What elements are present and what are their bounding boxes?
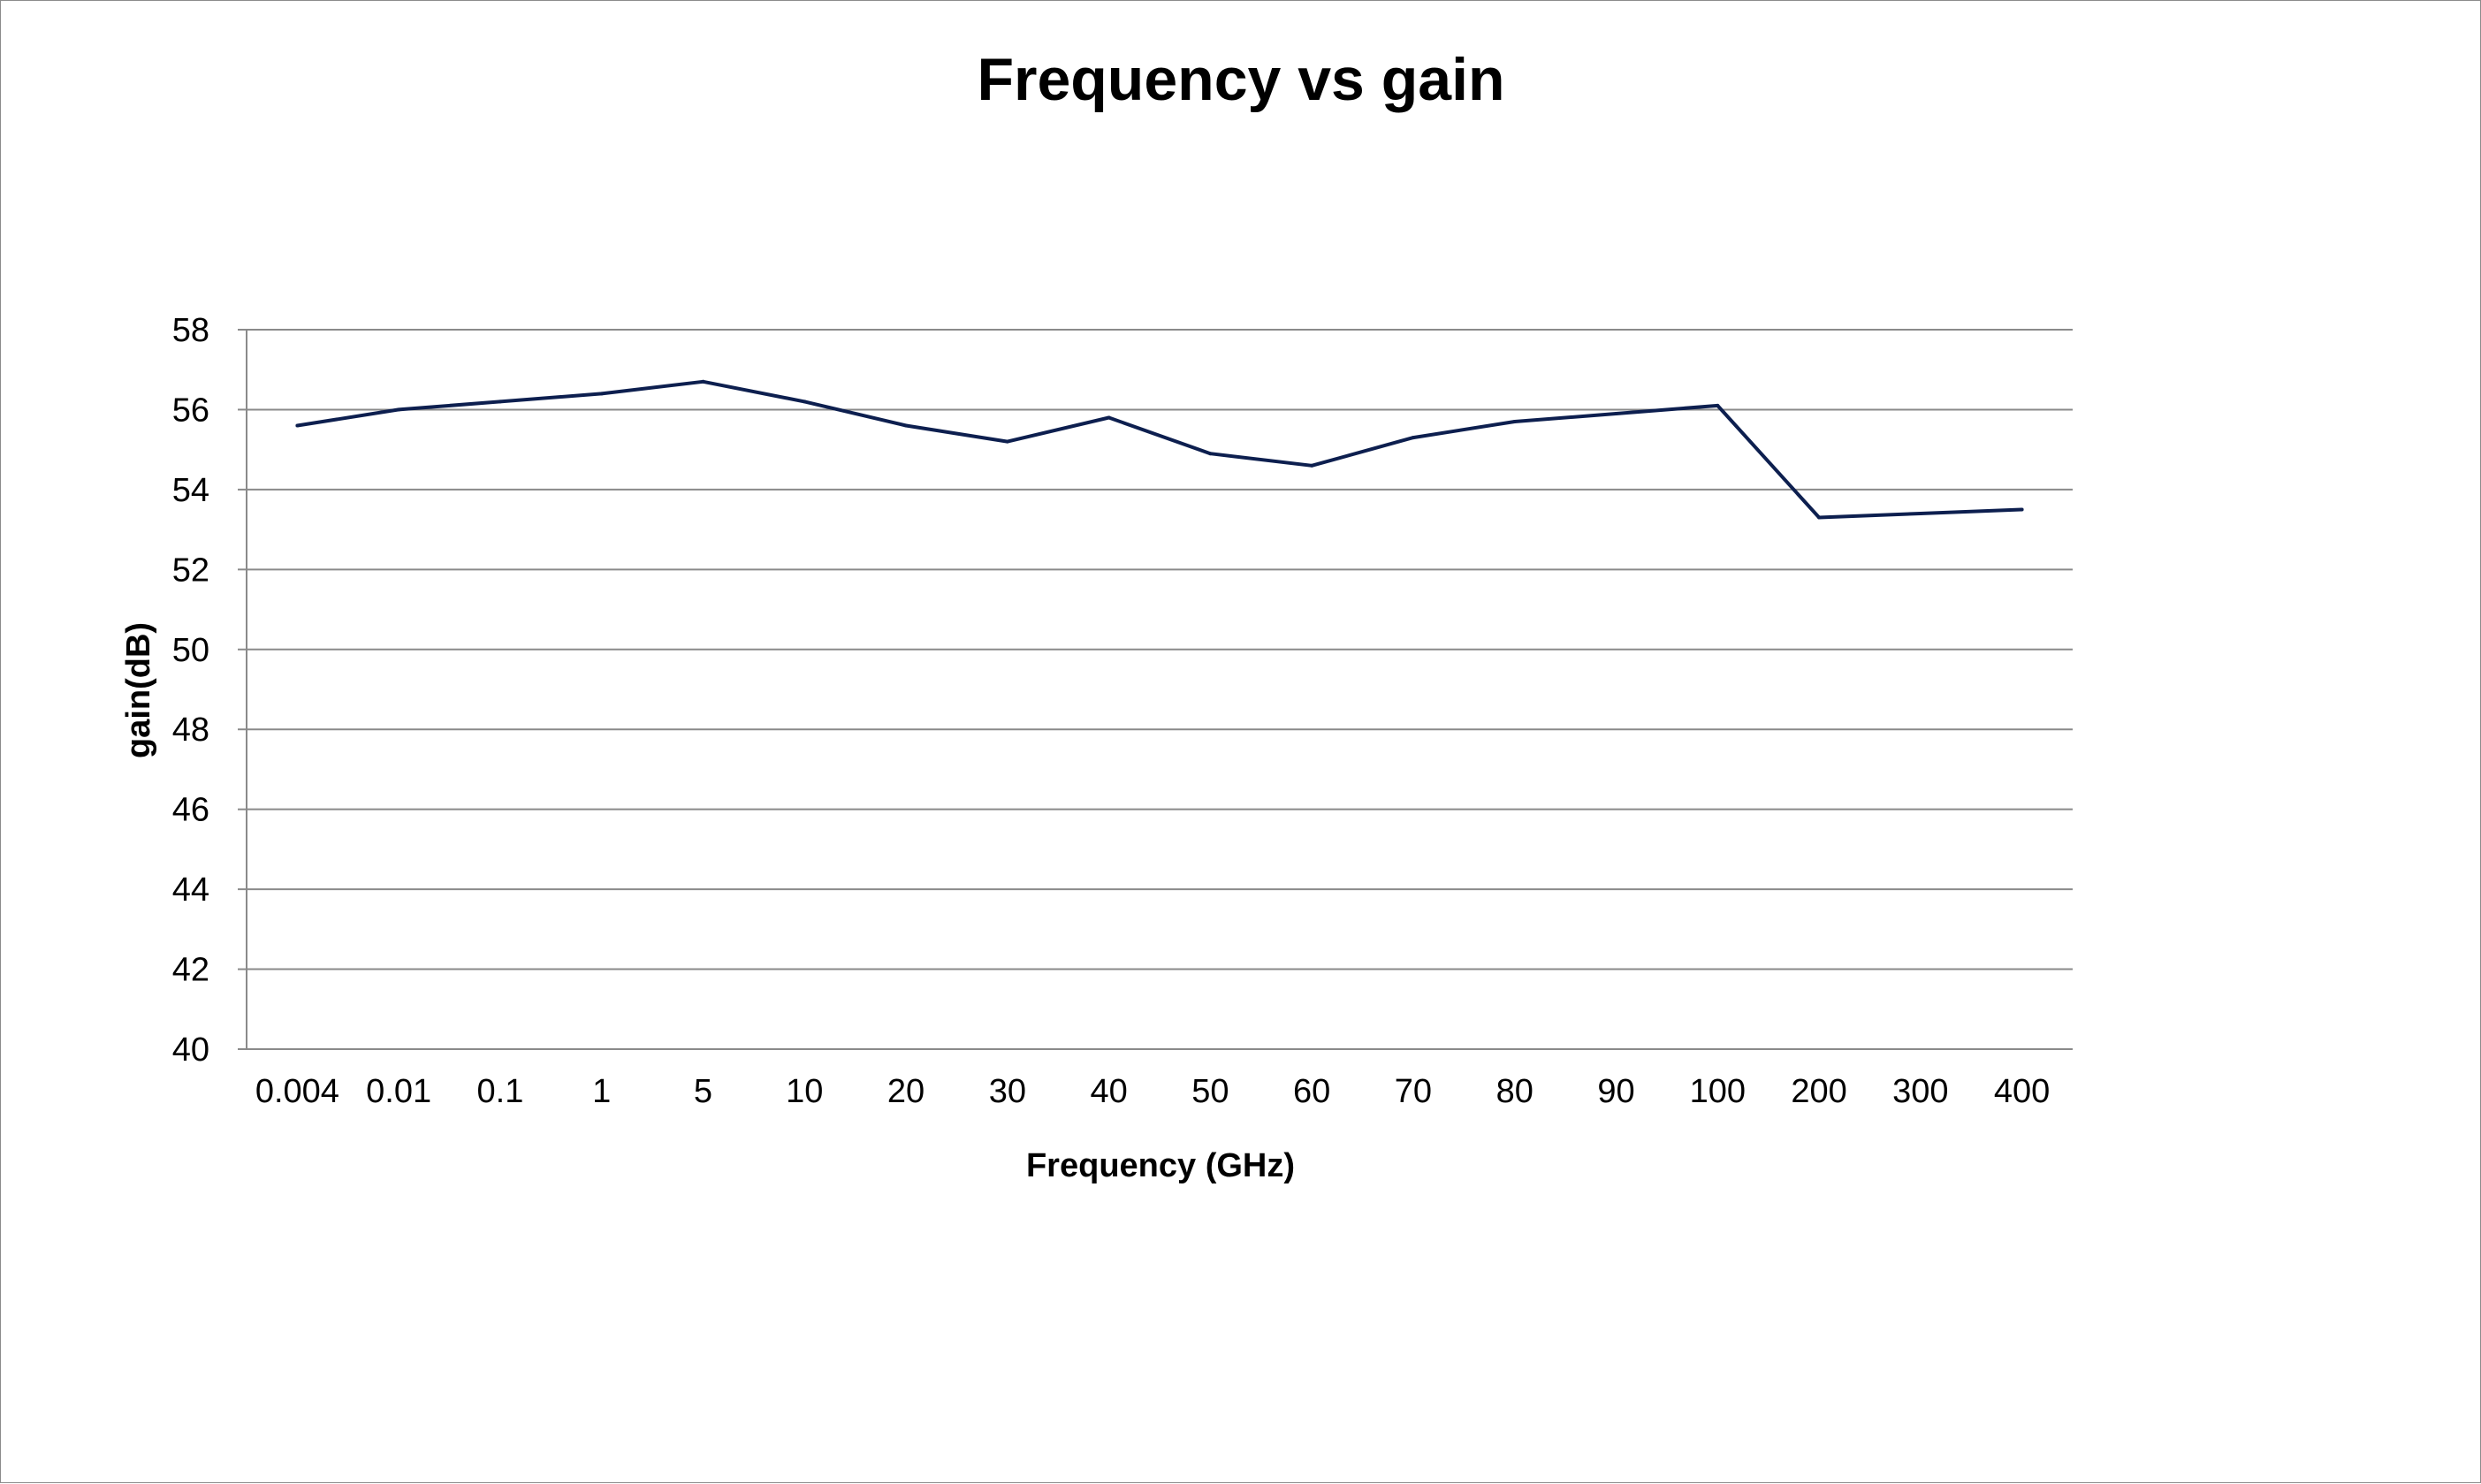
data-point [1918, 512, 1922, 516]
x-tick-label: 50 [1191, 1073, 1229, 1110]
data-point [1107, 415, 1111, 420]
y-tick-label: 52 [172, 552, 209, 589]
data-point [1716, 403, 1720, 407]
x-tick-label: 200 [1791, 1073, 1846, 1110]
y-tick-label: 44 [172, 871, 209, 909]
x-tick-label: 0.1 [477, 1073, 524, 1110]
x-axis-label: Frequency (GHz) [1026, 1147, 1295, 1184]
data-point [498, 400, 502, 404]
data-point [1614, 411, 1618, 415]
y-tick-labels: 40 42 44 46 48 50 52 54 56 58 [172, 312, 209, 1069]
y-tick-label: 40 [172, 1031, 209, 1069]
series [295, 379, 2024, 520]
x-tick-label: 0.004 [255, 1073, 339, 1110]
y-tick-label: 56 [172, 392, 209, 429]
data-point [2020, 507, 2024, 512]
data-point [295, 423, 300, 428]
data-point [397, 407, 401, 412]
series-line [297, 379, 2022, 520]
data-point [1310, 463, 1314, 468]
x-tick-labels: 0.004 0.01 0.1 1 5 10 20 30 40 50 60 70 80 90 100 200 30… [255, 1073, 2050, 1110]
data-point [904, 423, 909, 428]
y-tick-label: 42 [172, 952, 209, 989]
x-tick-label: 1 [592, 1073, 611, 1110]
y-tick-label: 48 [172, 712, 209, 749]
data-point [701, 379, 705, 384]
y-axis-label: gain(dB) [120, 622, 157, 758]
data-point [1512, 420, 1517, 424]
x-tick-label: 5 [694, 1073, 712, 1110]
chart-title: Frequency vs gain [977, 46, 1504, 113]
data-point [1005, 439, 1009, 444]
x-tick-label: 40 [1090, 1073, 1127, 1110]
x-tick-label: 60 [1293, 1073, 1330, 1110]
y-tick-label: 46 [172, 792, 209, 829]
y-tick-label: 54 [172, 472, 209, 509]
x-tick-label: 20 [887, 1073, 925, 1110]
data-point [1817, 515, 1822, 520]
x-tick-label: 30 [989, 1073, 1026, 1110]
data-point [1411, 436, 1415, 440]
data-point [1208, 452, 1213, 456]
data-point [599, 392, 604, 396]
x-tick-label: 70 [1395, 1073, 1432, 1110]
y-tick-label: 58 [172, 312, 209, 349]
x-tick-label: 80 [1496, 1073, 1534, 1110]
y-tick-label: 50 [172, 632, 209, 669]
x-tick-label: 300 [1892, 1073, 1948, 1110]
x-tick-label: 10 [786, 1073, 823, 1110]
axes [238, 329, 2073, 1050]
x-tick-label: 100 [1690, 1073, 1746, 1110]
x-tick-label: 90 [1597, 1073, 1634, 1110]
x-tick-label: 0.01 [366, 1073, 431, 1110]
gridlines [247, 329, 2073, 970]
x-tick-label: 400 [1994, 1073, 2050, 1110]
data-point [803, 400, 807, 404]
